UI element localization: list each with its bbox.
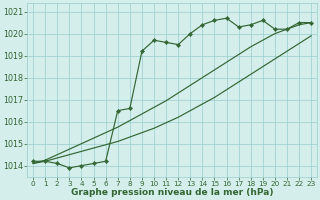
- X-axis label: Graphe pression niveau de la mer (hPa): Graphe pression niveau de la mer (hPa): [71, 188, 273, 197]
